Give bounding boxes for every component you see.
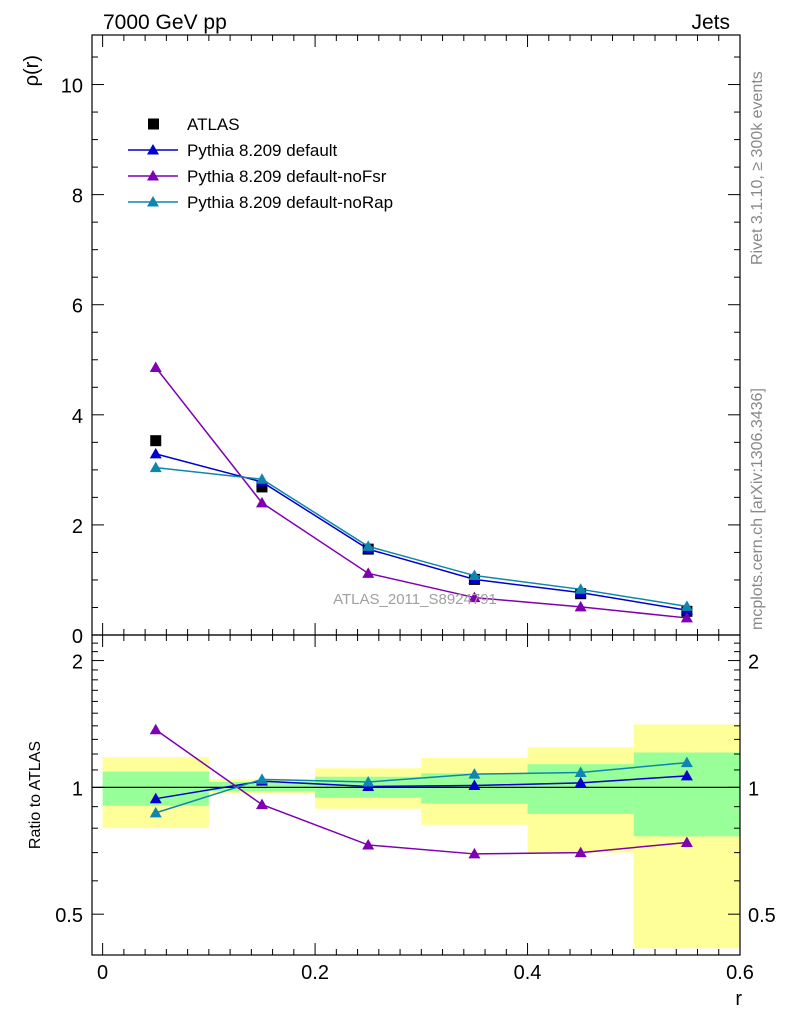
ratio-series-point <box>149 806 162 818</box>
legend-label: Pythia 8.209 default-noRap <box>187 193 393 212</box>
main-y-axis-title: ρ(r) <box>21 55 43 86</box>
legend-marker-triangle <box>147 144 159 155</box>
ratio-series-point <box>149 792 162 804</box>
series-line <box>155 453 688 611</box>
legend-label: Pythia 8.209 default <box>187 141 338 160</box>
ratio-x-tick-label: 0.6 <box>726 962 754 984</box>
ratio-series-point <box>362 775 375 787</box>
series-point <box>680 611 693 623</box>
series-point <box>362 567 375 578</box>
legend-marker-square <box>148 118 159 130</box>
main-y-tick-label: 6 <box>72 296 83 318</box>
legend-marker-triangle <box>147 196 159 207</box>
ratio-series-point <box>255 798 268 810</box>
ratio-y-tick-label: 2 <box>72 652 83 674</box>
series-point <box>574 583 587 594</box>
atlas-data-point <box>150 435 162 447</box>
ratio-band-green <box>208 781 316 792</box>
ratio-series-point <box>149 723 162 735</box>
ratio-series-line <box>155 761 687 814</box>
ratio-y-tick-label-right: 2 <box>748 652 759 674</box>
main-plot-area: 0 2 4 6 8 10 <box>61 34 741 648</box>
ratio-series-point <box>468 779 481 791</box>
legend-label: ATLAS <box>187 115 240 134</box>
legend: ATLAS Pythia 8.209 default Pythia 8.209 de… <box>128 115 393 212</box>
x-axis-title: r <box>735 988 742 1010</box>
ratio-x-tick-label: 0.2 <box>301 962 329 984</box>
series-point <box>149 361 162 372</box>
ratio-series-line <box>155 775 687 800</box>
ratio-series-point <box>362 838 375 850</box>
process-label: Jets <box>691 11 730 34</box>
ratio-series-point <box>468 768 481 779</box>
series-point <box>149 461 162 473</box>
ratio-series-point <box>255 773 268 784</box>
series-point <box>149 447 162 459</box>
main-y-tick-label: 8 <box>72 186 83 208</box>
ratio-y-tick-label-right: 1 <box>748 778 759 800</box>
ratio-series-point <box>680 769 693 781</box>
ratio-series-point <box>680 756 693 768</box>
main-y-tick-label: 0 <box>72 626 83 648</box>
ratio-y-tick-label-right: 0.5 <box>748 905 776 927</box>
main-y-tick-label: 2 <box>72 516 83 538</box>
ratio-y-tick-label: 0.5 <box>55 905 83 927</box>
series-point <box>680 600 693 611</box>
ratio-series-line <box>155 729 687 855</box>
series-point <box>468 591 481 603</box>
main-y-tick-label: 10 <box>61 76 83 98</box>
analysis-watermark: ATLAS_2011_S8924791 <box>333 591 497 608</box>
ratio-y-tick-label: 1 <box>72 778 83 800</box>
series-point <box>362 540 375 551</box>
legend-label: Pythia 8.209 default-noFsr <box>187 167 387 186</box>
atlas-data-point <box>256 481 268 493</box>
series-line <box>155 466 688 608</box>
mcplots-label: mcplots.cern.ch [arXiv:1306.3436] <box>749 388 766 630</box>
ratio-series-point <box>574 776 587 788</box>
legend-marker-triangle <box>147 170 159 181</box>
ratio-series-point <box>680 836 693 847</box>
ratio-series-point <box>574 846 587 858</box>
series-point <box>468 569 481 581</box>
ratio-x-tick-label: 0 <box>97 962 108 984</box>
series-point <box>574 600 587 612</box>
ratio-plot-area: 0.5 0.5 1 1 2 2 0 0.2 0.4 0.6 <box>55 634 776 984</box>
rivet-version-label: Rivet 3.1.10, ≥ 300k events <box>749 71 766 265</box>
ratio-x-tick-label: 0.4 <box>514 962 542 984</box>
series-point <box>255 473 268 484</box>
ratio-y-axis-title: Ratio to ATLAS <box>27 741 44 849</box>
main-y-tick-label: 4 <box>72 406 83 428</box>
energy-label: 7000 GeV pp <box>103 11 227 34</box>
series-point <box>255 496 268 508</box>
ratio-series-point <box>468 847 481 859</box>
ratio-frame <box>91 634 741 956</box>
series-line <box>155 367 687 619</box>
ratio-series-point <box>574 766 587 777</box>
